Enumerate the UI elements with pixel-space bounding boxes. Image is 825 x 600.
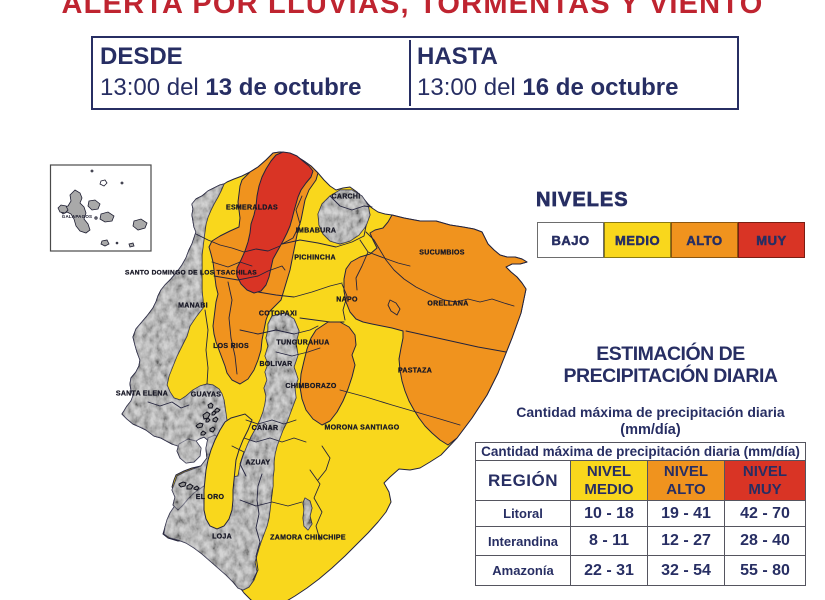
svg-text:SUCUMBIOS: SUCUMBIOS: [419, 250, 465, 257]
svg-text:LOS RIOS: LOS RIOS: [213, 343, 249, 350]
svg-text:SANTO DOMINGO DE LOS TSACHILAS: SANTO DOMINGO DE LOS TSACHILAS: [125, 270, 257, 277]
svg-text:NAPO: NAPO: [336, 297, 358, 304]
svg-text:SANTA ELENA: SANTA ELENA: [116, 391, 168, 398]
svg-text:ORELLANA: ORELLANA: [427, 301, 468, 308]
svg-text:GUAYAS: GUAYAS: [191, 392, 221, 399]
svg-text:PICHINCHA: PICHINCHA: [294, 255, 336, 262]
svg-text:TUNGURAHUA: TUNGURAHUA: [276, 340, 329, 347]
svg-text:GALAPAGOS: GALAPAGOS: [62, 214, 92, 219]
svg-text:MANABI: MANABI: [178, 303, 208, 310]
svg-text:ZAMORA CHINCHIPE: ZAMORA CHINCHIPE: [270, 535, 346, 542]
svg-text:IMBABURA: IMBABURA: [296, 228, 337, 235]
svg-text:AZUAY: AZUAY: [246, 460, 271, 467]
svg-text:PASTAZA: PASTAZA: [398, 368, 432, 375]
svg-text:COTOPAXI: COTOPAXI: [259, 311, 297, 318]
svg-text:CAÑAR: CAÑAR: [252, 423, 279, 432]
svg-text:LOJA: LOJA: [212, 534, 232, 541]
svg-text:EL ORO: EL ORO: [196, 494, 225, 501]
svg-text:BOLIVAR: BOLIVAR: [259, 361, 292, 368]
svg-text:MORONA SANTIAGO: MORONA SANTIAGO: [324, 425, 399, 432]
svg-text:CHIMBORAZO: CHIMBORAZO: [285, 383, 336, 390]
svg-text:CARCHI: CARCHI: [331, 194, 360, 201]
svg-text:ESMERALDAS: ESMERALDAS: [226, 205, 278, 212]
